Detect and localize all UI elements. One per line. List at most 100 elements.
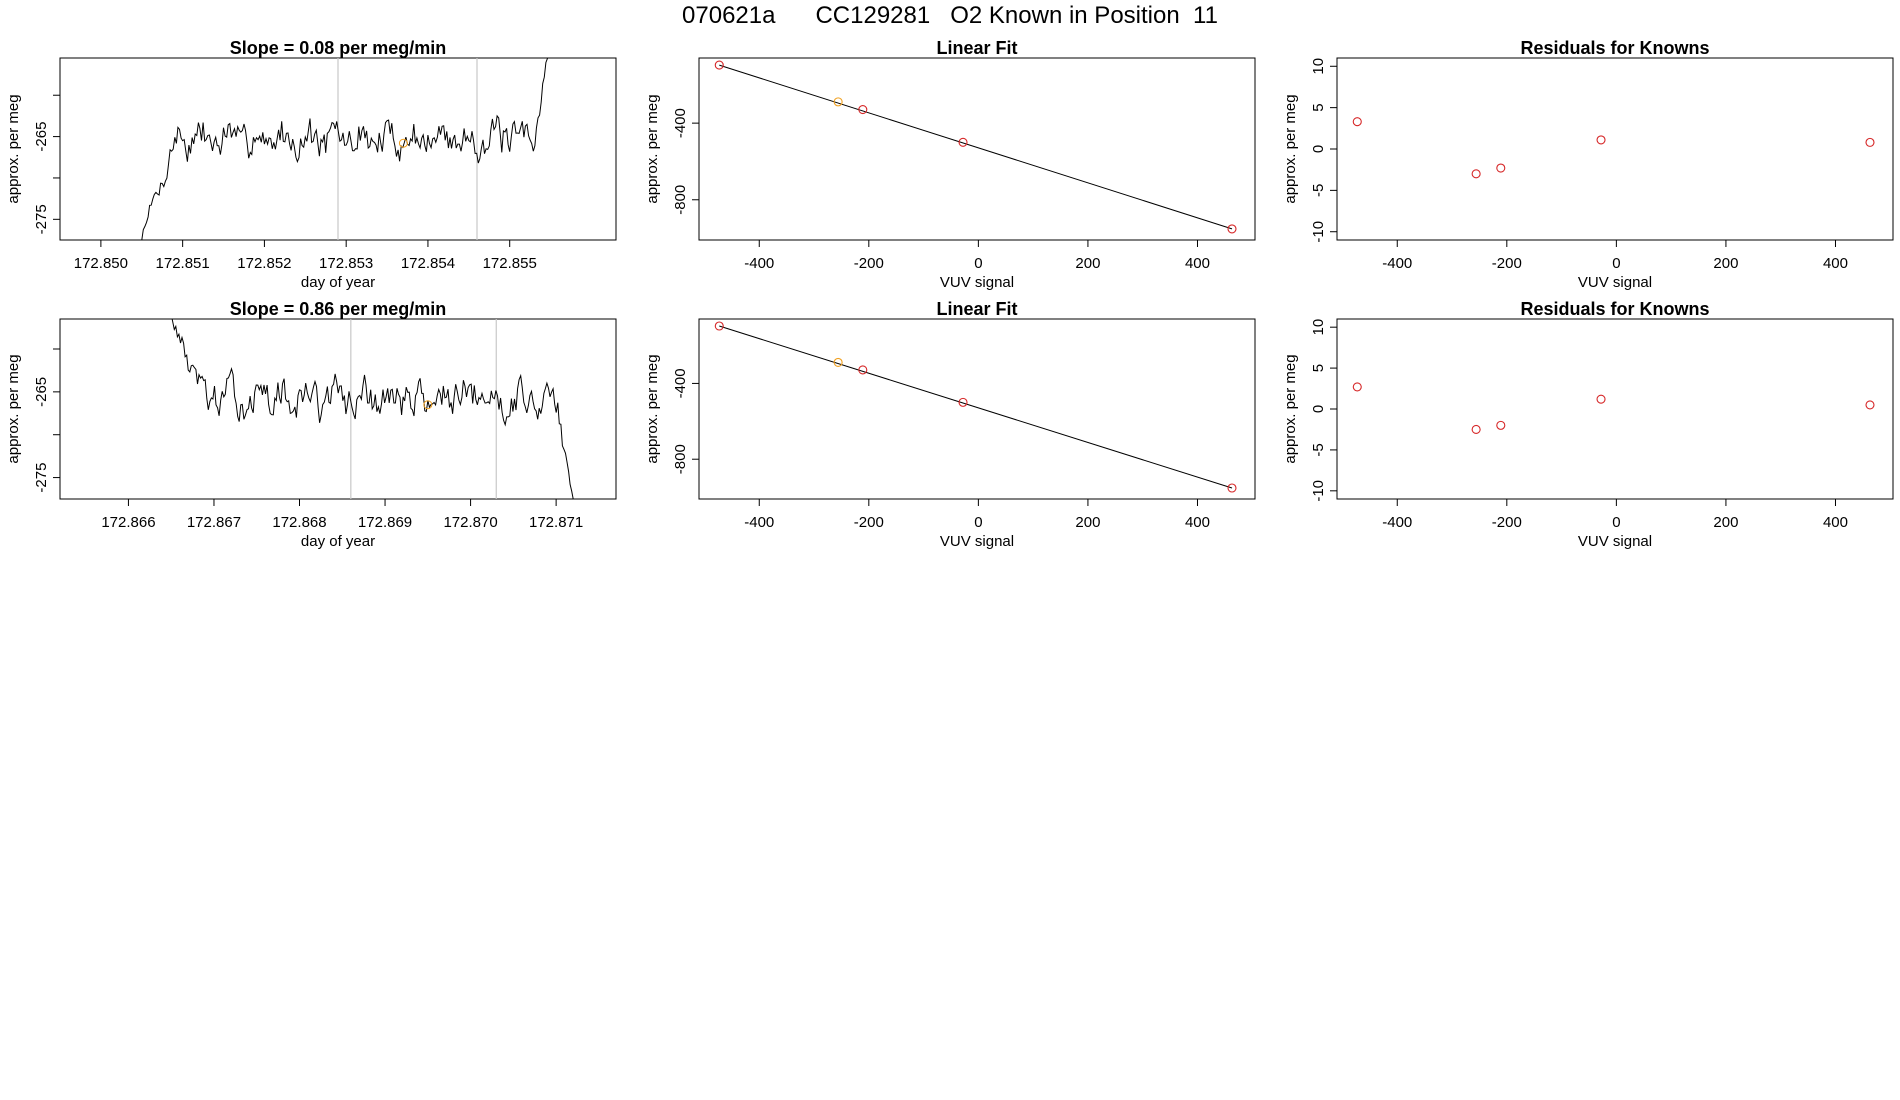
chart-title: Slope = 0.08 per meg/min [230,38,447,58]
y-tick-label: -5 [1310,443,1327,456]
x-tick-label: -400 [1382,255,1412,272]
x-axis-label: VUV signal [940,274,1014,291]
fit-row1-panel: Linear Fit -400 -200 0 200 400 VUV signal -800 -… [644,38,1256,291]
fit-row2-panel: Linear Fit -400 -200 0 200 400 VUV signal -800 -… [644,299,1256,550]
y-tick-label: -275 [33,463,50,493]
x-tick-label: 200 [1713,255,1738,272]
y-tick-label: 5 [1310,364,1327,372]
resid-row1-panel: Residuals for Knowns -400 -200 0 200 400 VUV s… [1282,38,1894,291]
chart-title: Residuals for Knowns [1520,38,1709,58]
trace-row2-panel: Slope = 0.86 per meg/min 172.866 172.867 17… [5,299,617,550]
x-axis-label: day of year [301,274,375,291]
data-point [833,97,843,107]
y-tick-label: -275 [33,204,50,234]
x-tick-label: 172.854 [401,255,455,272]
x-tick-label: 172.851 [156,255,210,272]
y-tick-label: -400 [672,108,689,138]
x-tick-label: 200 [1713,514,1738,531]
chart-title: Linear Fit [936,299,1017,319]
data-point [833,357,843,367]
y-tick-label: -5 [1310,184,1327,197]
x-axis-label: VUV signal [1578,274,1652,291]
y-tick-label: 0 [1310,405,1327,413]
plot-frame [698,57,1256,241]
y-axis-label: approx. per meg [5,354,22,463]
y-tick-label: 10 [1310,319,1327,336]
plot-frame [698,318,1256,500]
trace-row1-panel: Slope = 0.08 per meg/min 172.850 172.851 17… [5,38,617,291]
x-tick-label: 400 [1823,255,1848,272]
data-point [858,365,868,375]
chart-title: Slope = 0.86 per meg/min [230,299,447,319]
data-point [1471,169,1481,179]
data-point [958,137,968,147]
y-axis-label: approx. per meg [644,94,661,203]
x-axis-label: VUV signal [1578,533,1652,550]
y-tick-label: -800 [672,185,689,215]
y-tick-label: -400 [672,368,689,398]
x-tick-label: 172.855 [483,255,537,272]
x-axis-label: day of year [301,533,375,550]
data-point [1865,400,1875,410]
y-tick-label: 5 [1310,103,1327,111]
y-tick-label: -265 [33,377,50,407]
plot-frame [59,318,617,500]
data-point [1596,394,1606,404]
y-axis-label: approx. per meg [1282,354,1299,463]
x-tick-label: -200 [854,514,884,531]
x-tick-label: 400 [1185,514,1210,531]
x-tick-label: 172.850 [74,255,128,272]
trace-series-line [141,58,549,240]
plot-frame [1336,57,1894,241]
data-point [1471,424,1481,435]
y-tick-label: -10 [1310,221,1327,243]
data-point [1496,420,1506,430]
x-tick-label: 172.869 [358,514,412,531]
data-point [958,397,968,407]
resid-row2-panel: Residuals for Knowns -400 -200 0 200 400 VUV s… [1282,299,1894,550]
trace-marker [423,400,433,410]
y-tick-label: -800 [672,444,689,474]
x-tick-label: 172.870 [443,514,497,531]
x-tick-label: 172.871 [529,514,583,531]
x-tick-label: -400 [744,255,774,272]
trace-series-line [171,319,574,499]
x-tick-label: 0 [1612,514,1620,531]
x-axis-label: VUV signal [940,533,1014,550]
y-tick-label: 10 [1310,58,1327,75]
data-point [1227,483,1237,493]
x-tick-label: 172.867 [187,514,241,531]
x-tick-label: 0 [1612,255,1620,272]
data-point [714,321,724,331]
chart-title: Residuals for Knowns [1520,299,1709,319]
x-tick-label: 0 [974,255,982,272]
y-axis-label: approx. per meg [644,354,661,463]
plot-frame [1336,318,1894,500]
x-tick-label: -400 [744,514,774,531]
chart-title: Linear Fit [936,38,1017,58]
x-tick-label: 200 [1075,514,1100,531]
data-point [1352,117,1362,127]
data-point [858,104,868,115]
x-tick-label: 172.852 [237,255,291,272]
x-tick-label: 200 [1075,255,1100,272]
data-point [1865,137,1875,147]
trace-marker [398,138,408,148]
x-tick-label: 0 [974,514,982,531]
y-axis-label: approx. per meg [1282,94,1299,203]
page-title: 070621a CC129281 O2 Known in Position 11 [682,2,1218,29]
data-point [1496,163,1506,173]
y-tick-label: 0 [1310,145,1327,153]
data-point [1352,382,1362,392]
x-tick-label: 400 [1823,514,1848,531]
x-tick-label: -200 [1492,514,1522,531]
x-tick-label: 400 [1185,255,1210,272]
x-tick-label: -200 [1492,255,1522,272]
data-point [1227,224,1237,234]
x-tick-label: 172.853 [319,255,373,272]
x-tick-label: -200 [854,255,884,272]
y-axis-label: approx. per meg [5,94,22,203]
data-point [714,60,724,70]
x-tick-label: 172.868 [272,514,326,531]
